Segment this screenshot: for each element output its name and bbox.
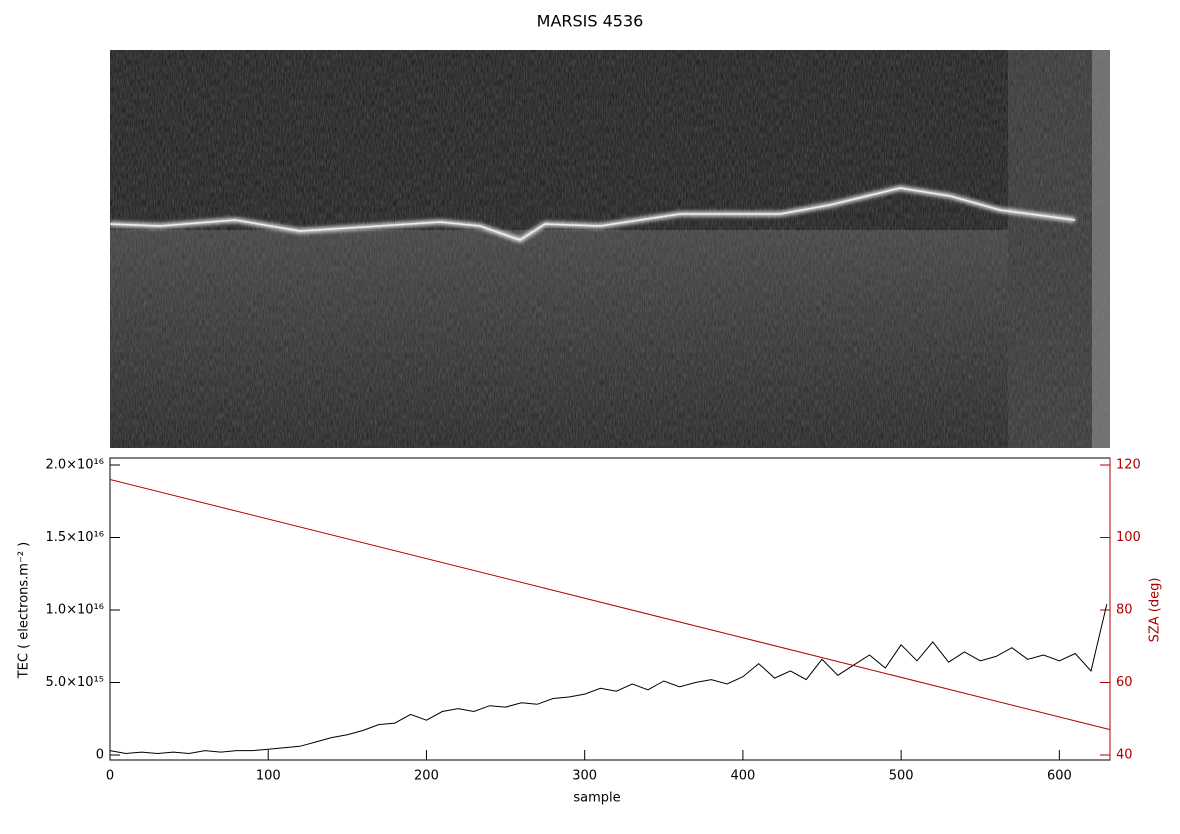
data-line: [109, 479, 1111, 731]
y-tick-label: 0: [96, 748, 104, 763]
x-tick-label: 300: [572, 769, 597, 784]
plot-frame: [109, 457, 1111, 761]
y2-tick-label: 80: [1116, 603, 1133, 618]
y-tick-label: 1.5×10¹⁶: [45, 530, 104, 545]
x-tick-label: 100: [256, 769, 281, 784]
data-line: [109, 604, 1108, 755]
x-tick-label: 600: [1047, 769, 1072, 784]
chart-title: MARSIS 4536: [537, 12, 644, 31]
y2-axis-label: SZA (deg): [1148, 578, 1163, 643]
y2-tick-label: 120: [1116, 458, 1141, 473]
x-tick-label: 0: [106, 769, 114, 784]
y2-tick-label: 40: [1116, 748, 1133, 763]
x-tick-label: 200: [414, 769, 439, 784]
x-tick-label: 400: [730, 769, 755, 784]
y-tick-label: 1.0×10¹⁶: [45, 603, 104, 618]
y-tick-label: 2.0×10¹⁶: [45, 458, 104, 473]
x-axis-label: sample: [573, 791, 620, 806]
y-axis-label: TEC ( electrons.m⁻² ): [17, 542, 32, 680]
y-tick-label: 5.0×10¹⁵: [45, 675, 104, 690]
radargram: [109, 50, 1110, 448]
y2-tick-label: 100: [1116, 530, 1141, 545]
y2-tick-label: 60: [1116, 675, 1133, 690]
x-tick-label: 500: [889, 769, 914, 784]
